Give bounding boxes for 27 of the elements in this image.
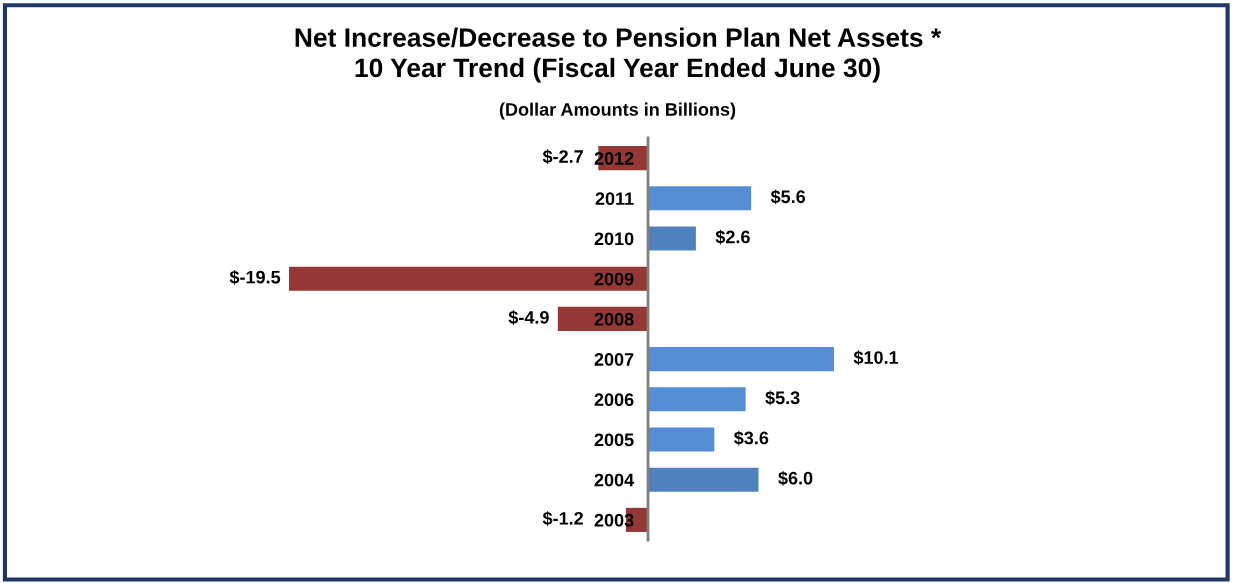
- y-tick-label: 2010: [594, 232, 634, 246]
- y-tick-label: 2008: [594, 312, 634, 326]
- bar: [648, 467, 759, 492]
- data-label: $-1.2: [542, 511, 583, 526]
- data-label: $-4.9: [508, 310, 549, 325]
- bar: [648, 347, 834, 372]
- y-tick-label: 2011: [595, 192, 634, 206]
- y-tick-label: 2004: [594, 473, 635, 487]
- data-label: $2.6: [715, 229, 750, 245]
- data-label: $3.6: [734, 430, 769, 446]
- chart-subtitle: (Dollar Amounts in Billions): [499, 102, 736, 120]
- bar: [648, 226, 696, 251]
- bar: [648, 186, 752, 211]
- y-tick-label: 2007: [594, 353, 634, 366]
- data-label: $5.3: [765, 390, 800, 406]
- data-label: $6.0: [778, 470, 813, 486]
- chart-title: Net Increase/Decrease to Pension Plan Net Assets * 10 Year Trend (Fiscal Year Ended June 30): [295, 27, 942, 83]
- bar: [289, 266, 649, 291]
- bar: [648, 387, 746, 412]
- data-label: $-2.7: [542, 149, 583, 165]
- data-label: $10.1: [853, 350, 899, 366]
- y-tick-label: 2006: [594, 393, 634, 407]
- data-label: $5.6: [770, 189, 806, 205]
- bar: [648, 427, 715, 452]
- y-tick-label: 2009: [594, 272, 634, 286]
- y-tick-label: 2005: [594, 433, 634, 447]
- data-label: $-19.5: [229, 269, 281, 285]
